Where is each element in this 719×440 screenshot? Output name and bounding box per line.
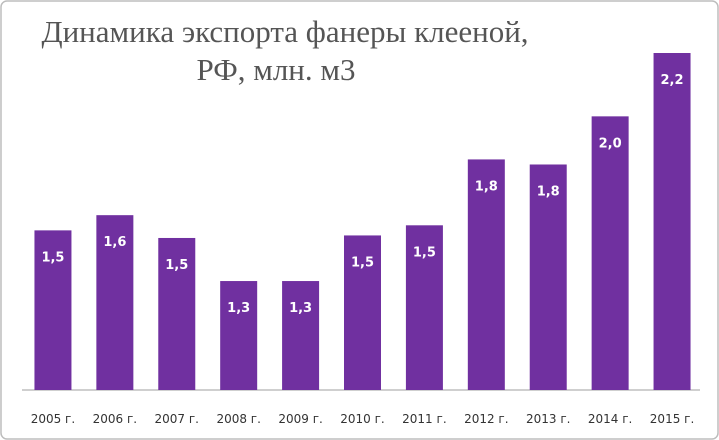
value-label: 1,8 <box>537 184 560 199</box>
x-tick-label: 2007 г. <box>155 412 199 426</box>
value-label: 1,6 <box>103 235 126 250</box>
value-label: 1,5 <box>165 258 188 273</box>
x-tick-label: 2009 г. <box>278 412 322 426</box>
x-tick-label: 2012 г. <box>464 412 508 426</box>
bar <box>34 230 72 390</box>
bar <box>653 53 691 390</box>
x-tick-label: 2005 г. <box>31 412 75 426</box>
x-tick-label: 2015 г. <box>650 412 694 426</box>
x-tick-label: 2008 г. <box>216 412 260 426</box>
value-label: 2,0 <box>599 136 622 151</box>
value-label: 1,3 <box>289 301 312 316</box>
bar <box>96 215 134 390</box>
bar <box>529 164 567 390</box>
bar <box>220 281 258 390</box>
value-label: 2,2 <box>661 73 684 88</box>
bar <box>282 281 320 390</box>
bar <box>467 159 505 390</box>
value-label: 1,5 <box>351 255 374 270</box>
bar <box>158 237 196 390</box>
x-tick-label: 2011 г. <box>402 412 446 426</box>
bar <box>591 116 629 391</box>
value-label: 1,3 <box>227 301 250 316</box>
value-label: 1,5 <box>413 245 436 260</box>
value-label: 1,5 <box>41 250 64 265</box>
x-tick-label: 2013 г. <box>526 412 570 426</box>
chart-title: Динамика экспорта фанеры клееной, <box>41 14 528 49</box>
x-tick-label: 2014 г. <box>588 412 632 426</box>
bar <box>405 225 443 390</box>
bar <box>344 235 381 390</box>
x-tick-label: 2006 г. <box>93 412 137 426</box>
value-label: 1,8 <box>475 179 498 194</box>
chart-title: РФ, млн. м3 <box>197 52 356 87</box>
x-tick-label: 2010 г. <box>340 412 384 426</box>
